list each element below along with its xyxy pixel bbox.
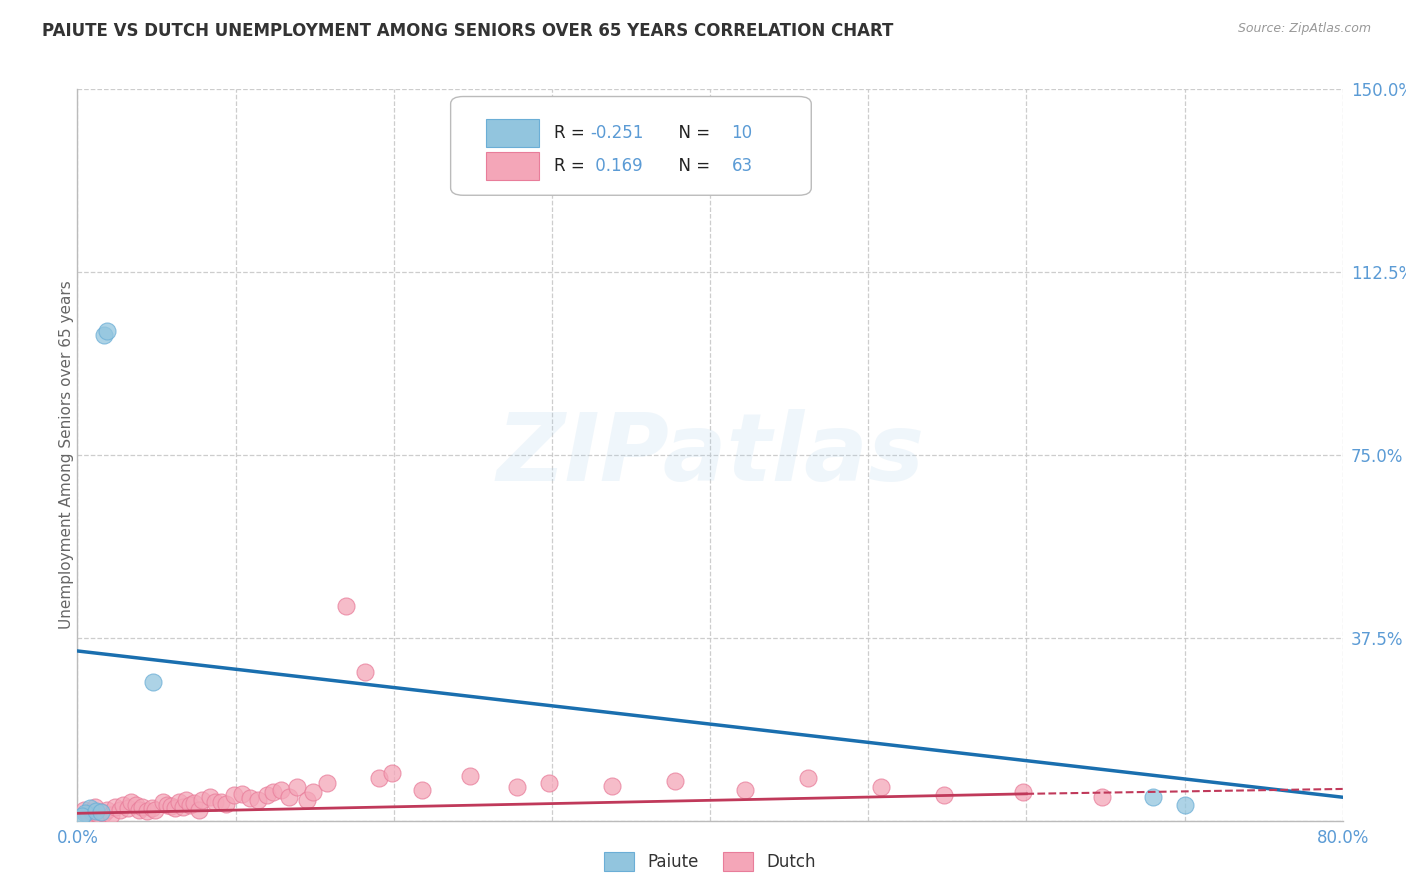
Text: 0.169: 0.169 — [591, 157, 643, 175]
Point — [1142, 790, 1164, 805]
Point — [96, 803, 118, 817]
Point — [156, 798, 179, 813]
Point — [335, 599, 357, 613]
Point — [179, 798, 201, 813]
Point — [183, 796, 205, 810]
Point — [934, 789, 956, 803]
Text: R =: R = — [554, 157, 591, 175]
Point — [278, 790, 301, 805]
Point — [73, 803, 96, 817]
Y-axis label: Unemployment Among Seniors over 65 years: Unemployment Among Seniors over 65 years — [59, 281, 73, 629]
Point — [231, 787, 253, 801]
Point — [797, 771, 820, 785]
Point — [204, 795, 226, 809]
Point — [70, 809, 93, 823]
Point — [128, 803, 150, 817]
FancyBboxPatch shape — [486, 153, 540, 180]
Point — [87, 806, 110, 821]
Point — [734, 783, 756, 797]
Text: N =: N = — [668, 124, 716, 142]
Point — [79, 801, 101, 815]
Point — [100, 808, 122, 822]
Point — [200, 790, 222, 805]
Point — [135, 804, 157, 818]
Point — [117, 801, 139, 815]
Point — [869, 780, 893, 795]
Point — [120, 795, 142, 809]
Point — [142, 674, 165, 689]
Point — [262, 785, 284, 799]
Text: N =: N = — [668, 157, 716, 175]
Point — [143, 803, 166, 817]
Point — [537, 775, 560, 789]
Point — [93, 328, 115, 343]
Text: Source: ZipAtlas.com: Source: ZipAtlas.com — [1237, 22, 1371, 36]
Point — [141, 801, 163, 815]
Point — [165, 801, 187, 815]
Point — [1012, 785, 1035, 799]
Point — [96, 324, 118, 338]
Text: R =: R = — [554, 124, 591, 142]
Point — [381, 765, 404, 780]
Point — [90, 805, 112, 819]
Text: ZIPatlas: ZIPatlas — [496, 409, 924, 501]
Text: -0.251: -0.251 — [591, 124, 643, 142]
Point — [664, 773, 686, 788]
Point — [86, 804, 108, 818]
Legend: Paiute, Dutch: Paiute, Dutch — [598, 846, 823, 878]
Point — [285, 780, 308, 795]
Point — [159, 799, 181, 814]
Point — [131, 800, 153, 814]
Point — [108, 803, 131, 817]
Point — [75, 806, 97, 821]
FancyBboxPatch shape — [450, 96, 811, 195]
Point — [316, 775, 339, 789]
Point — [1173, 798, 1195, 813]
Point — [354, 665, 377, 679]
Point — [188, 803, 211, 817]
Point — [80, 805, 103, 819]
Point — [83, 800, 105, 814]
Point — [191, 793, 214, 807]
Text: 10: 10 — [731, 124, 752, 142]
Point — [256, 789, 278, 803]
Point — [239, 790, 262, 805]
Point — [112, 798, 135, 813]
Point — [125, 798, 148, 813]
Point — [458, 769, 481, 783]
Text: PAIUTE VS DUTCH UNEMPLOYMENT AMONG SENIORS OVER 65 YEARS CORRELATION CHART: PAIUTE VS DUTCH UNEMPLOYMENT AMONG SENIO… — [42, 22, 894, 40]
Point — [222, 789, 245, 803]
Point — [270, 783, 292, 797]
Point — [90, 805, 112, 819]
Point — [506, 780, 529, 795]
Point — [411, 783, 433, 797]
Point — [172, 800, 194, 814]
Point — [176, 793, 198, 807]
Text: 63: 63 — [731, 157, 752, 175]
Point — [209, 795, 232, 809]
Point — [104, 800, 127, 814]
Point — [600, 779, 623, 793]
Point — [152, 795, 174, 809]
Point — [246, 793, 269, 807]
Point — [1091, 790, 1114, 805]
Point — [302, 785, 325, 799]
Point — [77, 806, 100, 821]
FancyBboxPatch shape — [486, 120, 540, 147]
Point — [215, 797, 238, 811]
Point — [368, 771, 391, 785]
Point — [93, 805, 115, 820]
Point — [167, 795, 190, 809]
Point — [295, 793, 318, 807]
